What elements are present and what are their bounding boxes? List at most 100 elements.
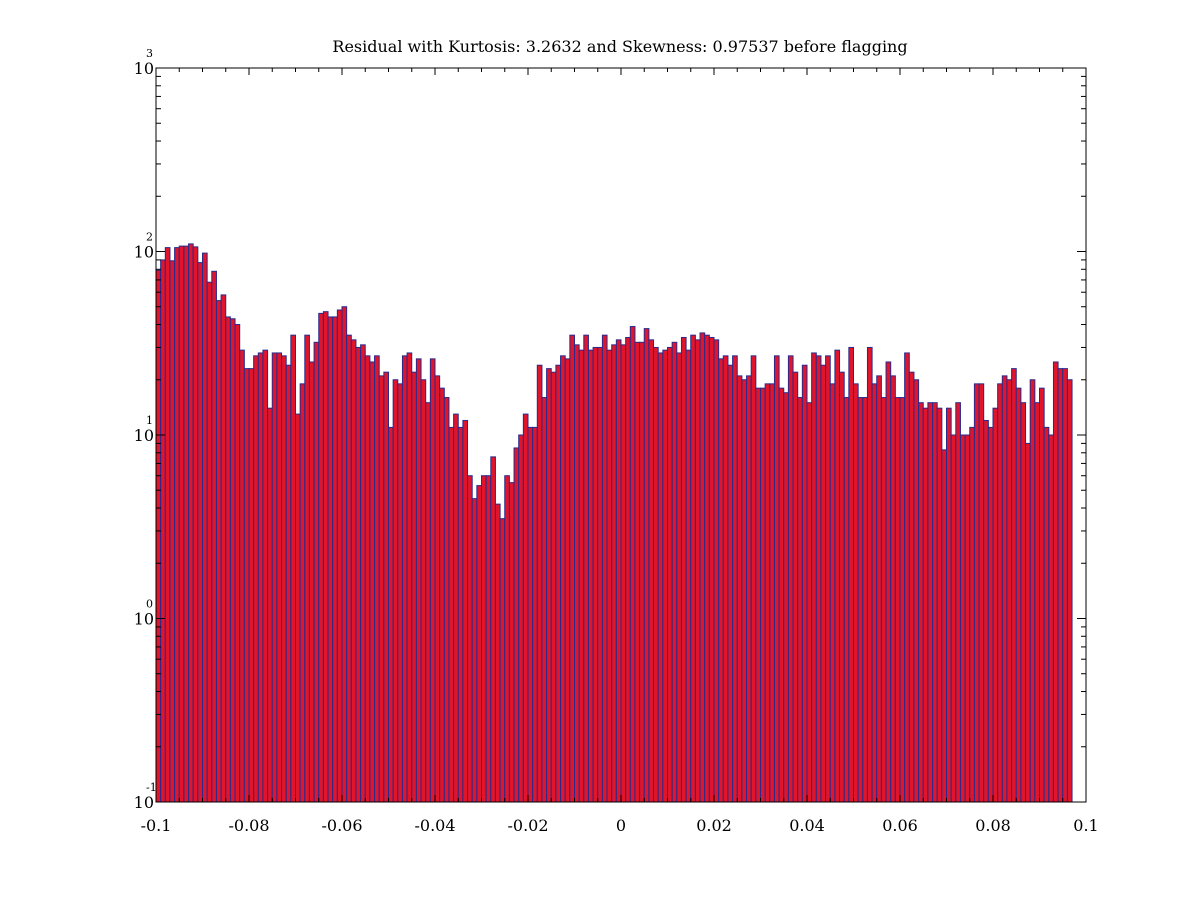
- histogram-bar: [862, 397, 868, 803]
- histogram-bar: [467, 475, 473, 803]
- histogram-bar: [248, 368, 255, 803]
- histogram-bar: [211, 270, 217, 803]
- histogram-bar: [174, 247, 180, 803]
- histogram-bar: [225, 316, 231, 803]
- histogram-bar: [192, 246, 199, 803]
- histogram-bar: [587, 349, 594, 803]
- histogram-bar: [1020, 402, 1027, 803]
- histogram-bar: [676, 352, 682, 803]
- histogram-bar: [801, 364, 808, 803]
- histogram-bar: [978, 383, 985, 803]
- histogram-bar: [797, 397, 803, 803]
- histogram-bar: [1052, 361, 1059, 803]
- histogram-bar: [546, 368, 552, 803]
- histogram-bar: [234, 324, 241, 803]
- histogram-bar: [834, 349, 841, 803]
- histogram-bar: [392, 379, 399, 803]
- histogram-bar: [267, 407, 273, 803]
- histogram-bar: [281, 355, 287, 803]
- histogram-bar: [304, 334, 310, 803]
- histogram-bar: [601, 334, 608, 803]
- histogram-bar: [578, 349, 585, 803]
- histogram-bar: [513, 447, 520, 803]
- histogram-bar: [1062, 368, 1068, 803]
- histogram-bar: [1066, 379, 1073, 803]
- histogram-bar: [443, 397, 450, 803]
- histogram-bar: [1015, 387, 1022, 803]
- histogram-bar: [634, 341, 641, 803]
- histogram-bar: [411, 371, 417, 803]
- histogram-bar: [229, 318, 236, 803]
- histogram-bar: [625, 336, 631, 803]
- histogram-bar: [1048, 434, 1054, 803]
- histogram-bar: [295, 413, 301, 803]
- histogram-bar: [615, 339, 622, 803]
- histogram-bar: [894, 397, 901, 803]
- histogram-bar: [927, 402, 934, 803]
- histogram-bar: [169, 260, 176, 803]
- histogram-bar: [257, 352, 264, 803]
- histogram-bar: [1043, 426, 1050, 803]
- histogram-bar: [490, 456, 496, 803]
- histogram-bar: [620, 344, 627, 803]
- histogram-bar: [415, 358, 422, 803]
- histogram-bar: [453, 413, 459, 803]
- y-tick-label-exponent: 0: [146, 598, 153, 611]
- y-tick-label-base: 10: [134, 426, 154, 445]
- histogram-bar: [667, 346, 673, 803]
- histogram-bar: [383, 371, 390, 803]
- histogram-bar: [904, 352, 910, 803]
- histogram-bar: [206, 281, 213, 803]
- histogram-bar: [671, 341, 678, 803]
- histogram-bar: [569, 334, 575, 803]
- histogram-bar: [462, 419, 469, 803]
- histogram-bar: [820, 364, 827, 803]
- histogram-bar: [969, 426, 975, 803]
- histogram-bar: [555, 364, 562, 803]
- histogram-bar: [481, 475, 487, 803]
- histogram-bar: [699, 332, 706, 803]
- histogram-bar: [369, 361, 376, 803]
- histogram-bar: [457, 426, 464, 803]
- histogram-bar: [908, 371, 915, 803]
- x-tick-label: 0.06: [882, 816, 918, 835]
- y-tick-label-exponent: 2: [146, 231, 153, 244]
- histogram-bar: [341, 306, 348, 803]
- histogram-bar: [518, 434, 524, 803]
- y-tick-label-base: 10: [134, 59, 154, 78]
- histogram-bar: [527, 426, 534, 803]
- histogram-bars: [155, 243, 1073, 803]
- histogram-bar: [876, 375, 882, 803]
- histogram-bar: [308, 361, 315, 803]
- x-tick-label: 0.1: [1073, 816, 1098, 835]
- histogram-bar: [997, 383, 1003, 803]
- histogram-bar: [188, 243, 194, 803]
- histogram-bar: [1039, 387, 1045, 803]
- histogram-bar: [215, 300, 222, 803]
- x-tick-label: -0.1: [141, 816, 172, 835]
- histogram-bar: [769, 383, 775, 803]
- histogram-bar: [941, 449, 947, 803]
- histogram-bar: [694, 339, 701, 803]
- histogram-bar: [792, 371, 799, 803]
- histogram-bar: [522, 413, 529, 803]
- histogram-bar: [499, 518, 506, 803]
- histogram-bar: [536, 364, 543, 803]
- histogram-bar: [722, 355, 729, 803]
- histogram-bar: [611, 344, 617, 803]
- histogram-bar: [918, 402, 924, 803]
- histogram-bar: [388, 426, 394, 803]
- histogram-bar: [592, 346, 599, 803]
- histogram-bar: [1029, 379, 1036, 803]
- histogram-bar: [406, 352, 413, 803]
- histogram-bar: [606, 349, 613, 803]
- histogram-bar: [959, 434, 966, 803]
- histogram-bar: [783, 392, 789, 803]
- histogram-bar: [1057, 368, 1064, 803]
- histogram-bar: [880, 397, 887, 803]
- x-tick-label: 0.08: [975, 816, 1011, 835]
- histogram-bar: [299, 383, 306, 803]
- histogram-bar: [164, 247, 171, 803]
- histogram-bar: [439, 387, 445, 803]
- histogram-bar: [471, 498, 478, 803]
